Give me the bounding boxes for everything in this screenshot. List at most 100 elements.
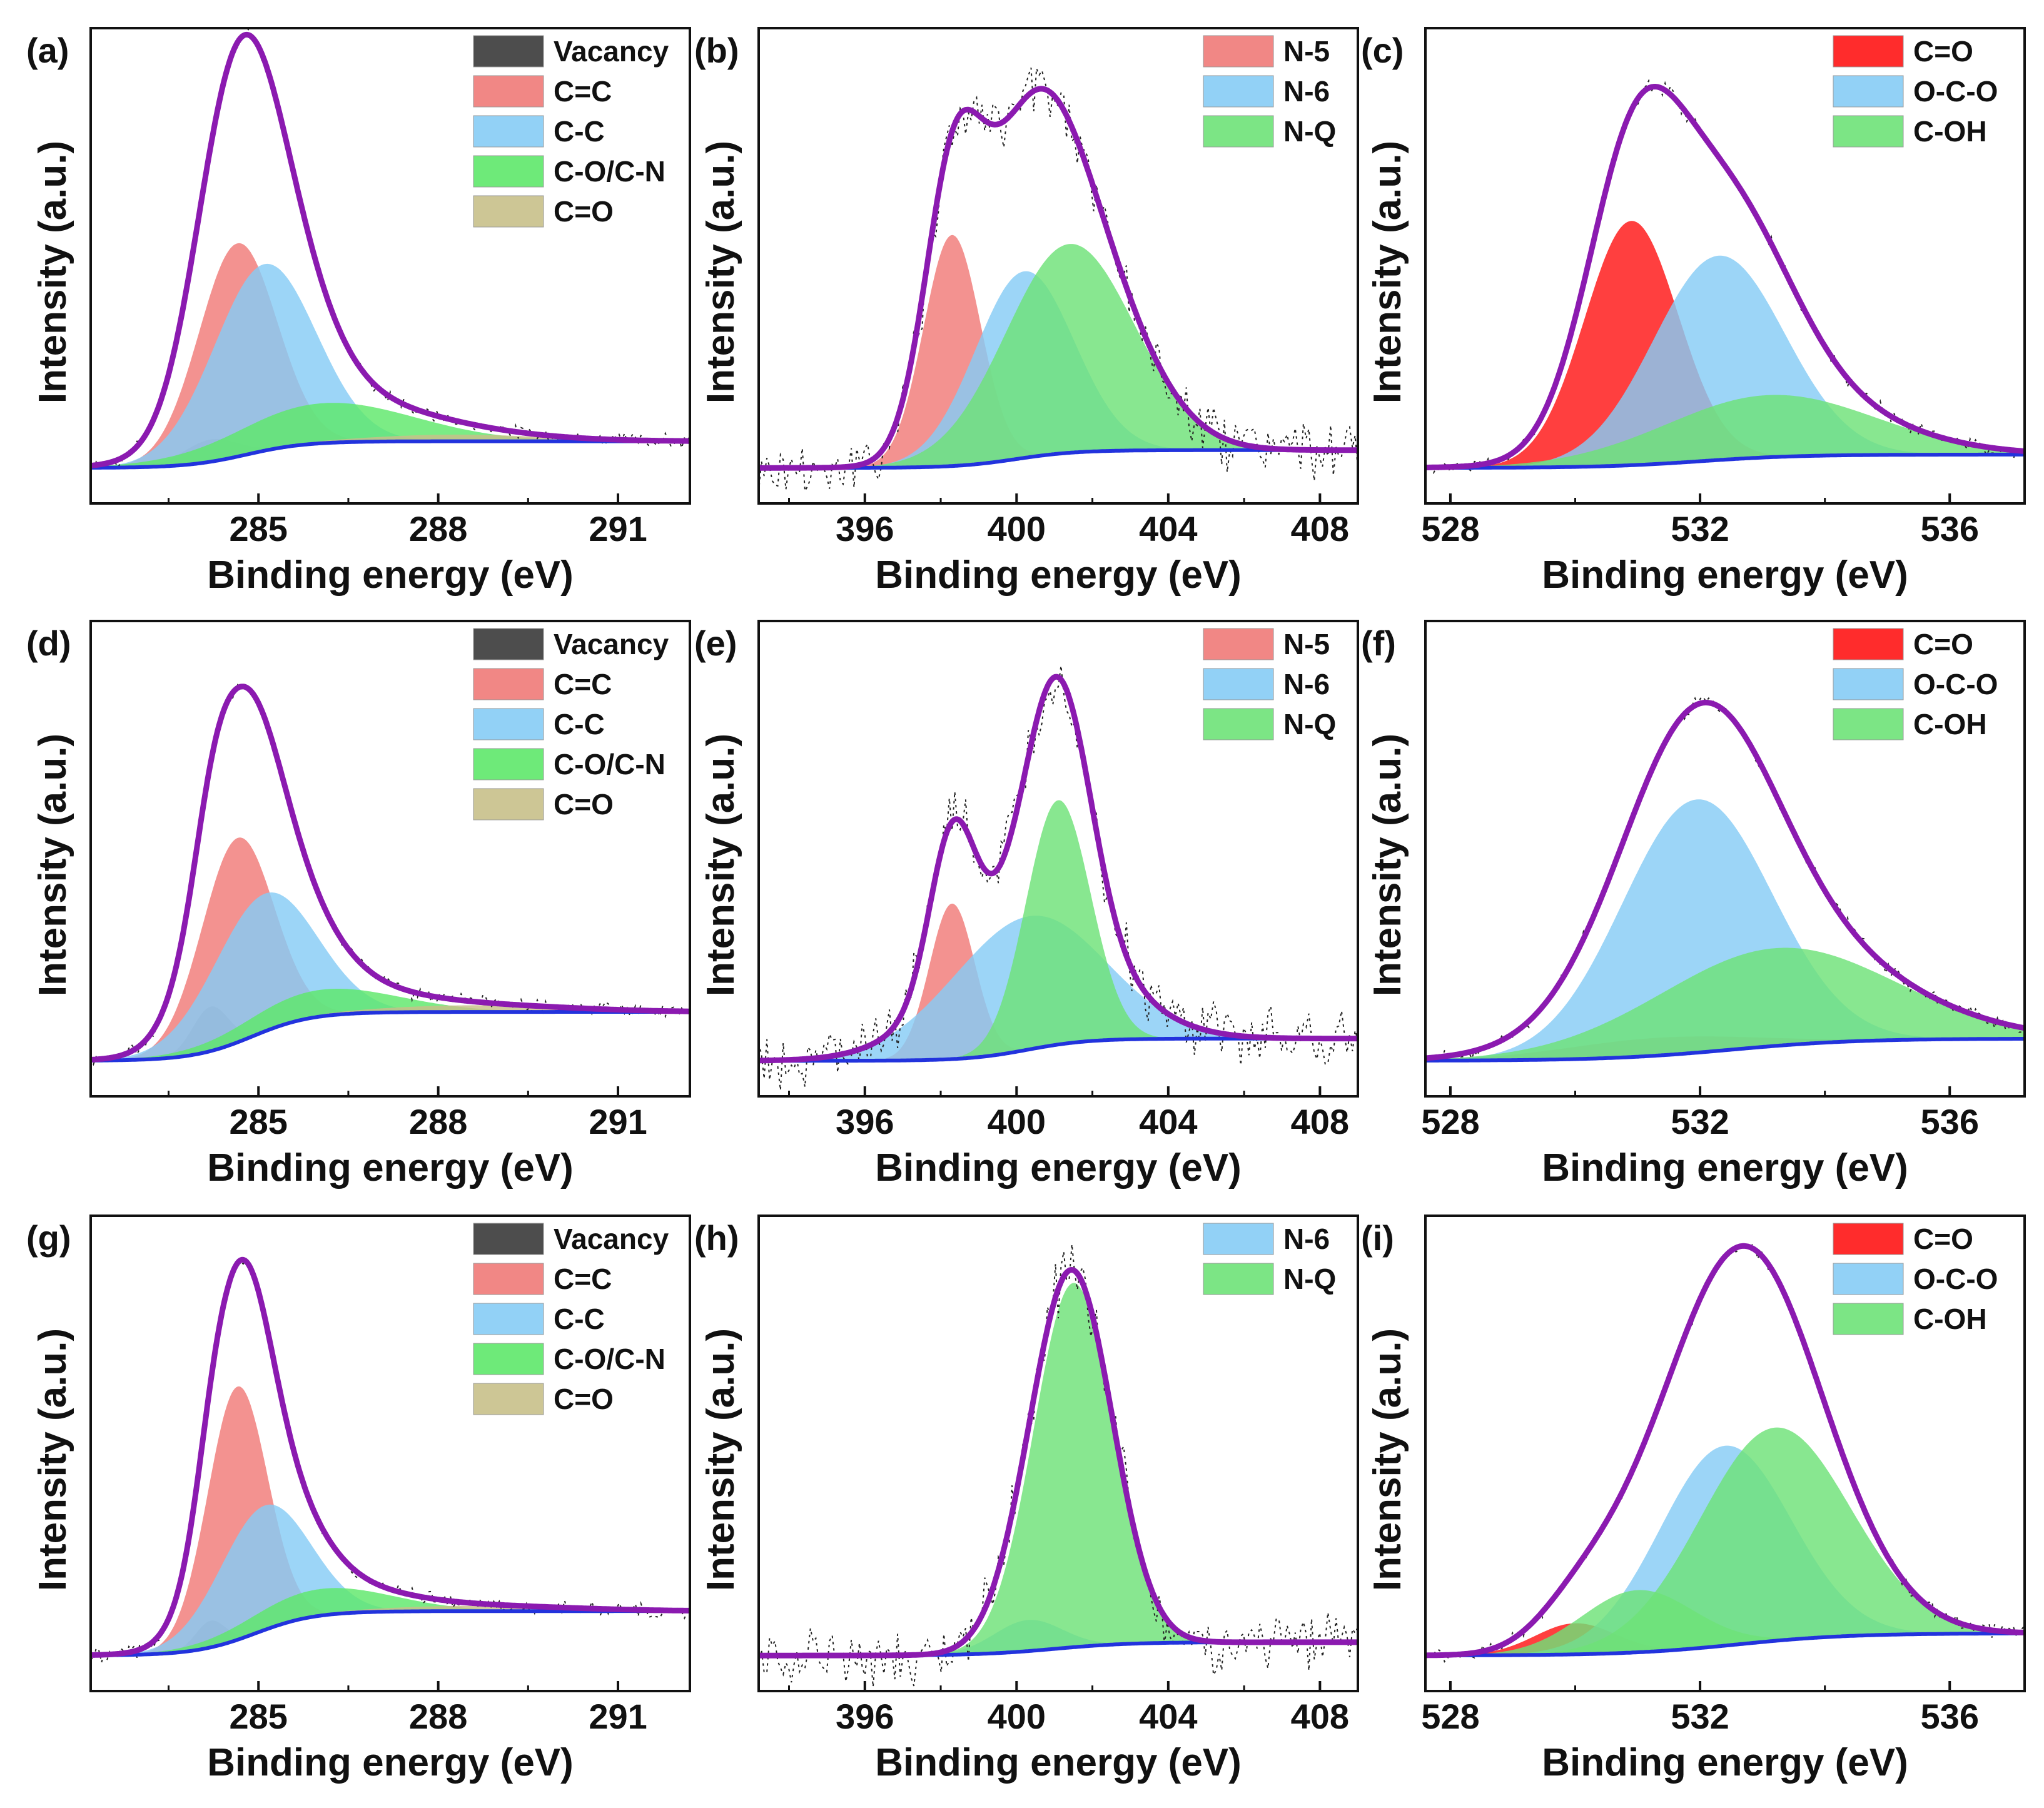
x-axis-title-h: Binding energy (eV): [875, 1741, 1242, 1784]
legend-swatch-d-1: [473, 668, 544, 700]
baseline-c: [1425, 452, 2025, 470]
legend-swatch-i-2: [1833, 1303, 1904, 1335]
legend-swatch-b-1: [1203, 75, 1274, 108]
panel-label-h: (h): [694, 1218, 739, 1258]
legend-swatch-b-0: [1203, 35, 1274, 68]
x-axis-title-c: Binding energy (eV): [1542, 553, 1908, 597]
panel-e: 396 400 404 408 Binding energy (eV) Intensity…: [694, 620, 1359, 1189]
peak-i-c-oh-shoulder-: [1425, 1590, 2025, 1655]
legend-swatch-d-2: [473, 708, 544, 740]
raw-data-e: [759, 665, 1358, 1091]
legend-i: C=O O-C-O C-OH: [1833, 1223, 1998, 1335]
legend-label-d-2: C-C: [554, 708, 605, 740]
legend-swatch-g-1: [473, 1263, 544, 1295]
x-tick-label-e-396: 396: [836, 1102, 894, 1141]
legend-label-f-2: C-OH: [1913, 708, 1987, 740]
legend-swatch-h-0: [1203, 1223, 1274, 1255]
axes-frame-a: [89, 27, 691, 505]
panel-label-i: (i): [1361, 1218, 1394, 1258]
peak-b-n-5: [759, 235, 1358, 468]
panel-label-b: (b): [694, 31, 739, 70]
x-axis-title-b: Binding energy (eV): [875, 553, 1242, 597]
legend-label-b-1: N-6: [1283, 75, 1330, 108]
plot-area-e: [759, 665, 1358, 1091]
legend-label-c-0: C=O: [1913, 35, 1973, 68]
legend-f: C=O O-C-O C-OH: [1833, 628, 1998, 740]
legend-label-h-1: N-Q: [1283, 1263, 1336, 1295]
legend-swatch-a-0: [473, 35, 544, 68]
legend-label-d-3: C-O/C-N: [554, 748, 665, 780]
x-tick-label-e-400: 400: [988, 1102, 1046, 1141]
plot-area-c: [1425, 79, 2025, 475]
x-axis-title-d: Binding energy (eV): [207, 1146, 574, 1189]
axes-frame-e: [757, 620, 1359, 1098]
peak-f-c-oh: [1425, 947, 2025, 1061]
x-tick-label-i-532: 532: [1671, 1697, 1729, 1736]
peak-c-c-o: [1425, 221, 2025, 468]
x-tick-label-d-288: 288: [409, 1102, 467, 1141]
legend-swatch-i-1: [1833, 1263, 1904, 1295]
plot-area-d: [91, 684, 690, 1066]
x-axis-title-i: Binding energy (eV): [1542, 1741, 1908, 1784]
envelope-a: [91, 31, 690, 469]
legend-swatch-e-0: [1203, 628, 1274, 660]
legend-label-h-0: N-6: [1283, 1223, 1330, 1255]
y-axis-title-e: Intensity (a.u.): [699, 734, 742, 996]
x-tick-label-c-536: 536: [1921, 509, 1979, 548]
panel-label-f: (f): [1361, 624, 1396, 663]
envelope-e: [759, 674, 1358, 1064]
peak-e-n-q: [759, 800, 1358, 1061]
axes-frame-g: [89, 1215, 691, 1692]
legend-swatch-c-1: [1833, 75, 1904, 108]
legend-swatch-c-2: [1833, 115, 1904, 148]
envelope-h: [759, 1267, 1358, 1659]
legend-label-g-0: Vacancy: [554, 1223, 669, 1255]
axes-frame-c: [1424, 27, 2026, 505]
x-tick-label-h-396: 396: [836, 1697, 894, 1736]
legend-label-d-4: C=O: [554, 788, 614, 821]
legend-swatch-g-2: [473, 1303, 544, 1335]
x-tick-label-a-288: 288: [409, 509, 467, 548]
legend-swatch-h-1: [1203, 1263, 1274, 1295]
x-tick-label-b-400: 400: [988, 509, 1046, 548]
peak-f-o-c-o: [1425, 799, 2025, 1061]
legend-swatch-f-0: [1833, 628, 1904, 660]
x-tick-label-e-404: 404: [1139, 1102, 1197, 1141]
legend-swatch-a-4: [473, 195, 544, 228]
x-tick-label-a-291: 291: [589, 509, 647, 548]
legend-label-a-2: C-C: [554, 115, 605, 148]
legend-a: Vacancy C=C C-C C-O/C-N C=O: [473, 35, 669, 228]
legend-label-e-0: N-5: [1283, 628, 1330, 660]
x-tick-label-c-528: 528: [1421, 509, 1479, 548]
x-tick-label-g-288: 288: [409, 1697, 467, 1736]
legend-label-b-0: N-5: [1283, 35, 1330, 68]
legend-g: Vacancy C=C C-C C-O/C-N C=O: [473, 1223, 669, 1415]
peak-d-c-c: [91, 892, 690, 1061]
x-tick-label-f-528: 528: [1421, 1102, 1479, 1141]
y-axis-title-i: Intensity (a.u.): [1366, 1328, 1409, 1591]
legend-label-a-0: Vacancy: [554, 35, 669, 68]
x-tick-label-d-285: 285: [230, 1102, 288, 1141]
x-tick-label-c-532: 532: [1671, 509, 1729, 548]
legend-label-a-1: C=C: [554, 75, 612, 108]
legend-label-g-4: C=O: [554, 1383, 614, 1415]
legend-swatch-d-0: [473, 628, 544, 660]
x-tick-label-h-408: 408: [1291, 1697, 1349, 1736]
legend-b: N-5 N-6 N-Q: [1203, 35, 1336, 148]
x-tick-label-b-396: 396: [836, 509, 894, 548]
x-axis-title-g: Binding energy (eV): [207, 1741, 574, 1784]
x-tick-label-f-536: 536: [1921, 1102, 1979, 1141]
x-tick-label-b-408: 408: [1291, 509, 1349, 548]
peak-c-o-c-o: [1425, 255, 2025, 468]
legend-label-c-2: C-OH: [1913, 115, 1987, 148]
x-tick-label-f-532: 532: [1671, 1102, 1729, 1141]
x-tick-label-g-291: 291: [589, 1697, 647, 1736]
x-tick-label-h-404: 404: [1139, 1697, 1197, 1736]
baseline-i: [1425, 1631, 2025, 1657]
panel-label-a: (a): [26, 31, 69, 70]
legend-swatch-a-2: [473, 115, 544, 148]
peak-i-c-oh: [1425, 1427, 2025, 1655]
peak-a-c-o-c-n: [91, 403, 690, 468]
peak-c-c-oh: [1425, 395, 2025, 468]
envelope-g: [91, 1256, 690, 1658]
